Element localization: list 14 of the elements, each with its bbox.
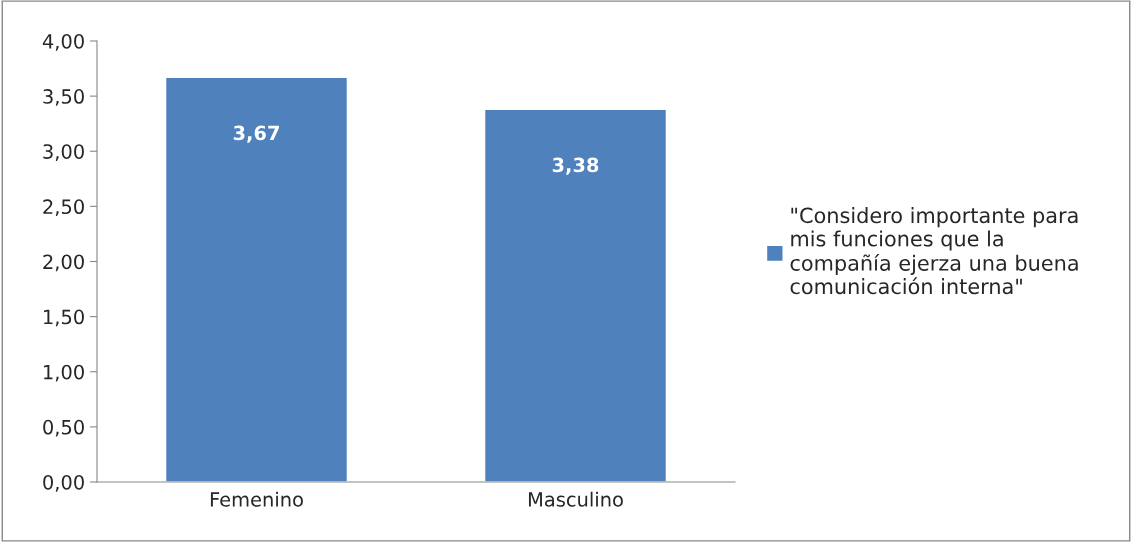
y-tick-label: 2,50 (43, 199, 84, 217)
x-tick-label: Femenino (210, 491, 303, 507)
y-tick-label: 0,50 (43, 419, 84, 437)
y-tick-label: 1,00 (44, 364, 84, 382)
y-tick-label: 3,00 (43, 144, 84, 161)
legend-label: "Considero importante para mis funciones que la compañía ejerza una buena comunicación interna" (790, 207, 1078, 295)
y-tick-label: 4,00 (42, 33, 84, 51)
data-label: 3,67 (233, 125, 279, 143)
data-label: 3,38 (552, 157, 599, 175)
x-tick-label: Masculino (528, 491, 623, 507)
y-tick-label: 3,50 (43, 89, 84, 106)
y-tick-label: 0,00 (43, 474, 84, 492)
y-tick-label: 1,50 (44, 309, 84, 327)
y-tick-label: 2,00 (43, 254, 84, 272)
